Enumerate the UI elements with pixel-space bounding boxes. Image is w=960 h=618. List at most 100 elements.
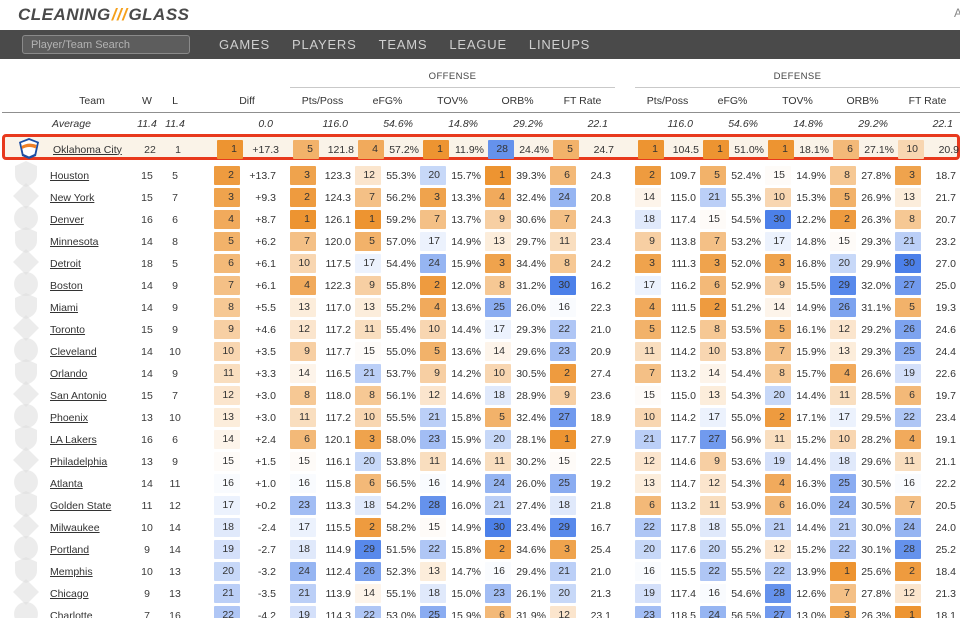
stat-value-cell: 55.3% — [731, 191, 761, 204]
team-link[interactable]: Denver — [50, 213, 84, 226]
team-link[interactable]: Toronto — [50, 323, 86, 336]
stat-rank-cell: 12 — [700, 474, 726, 493]
average-stat-7: 14.8% — [793, 118, 823, 130]
stat-value-cell: 20.9 — [590, 345, 611, 358]
stat-value-cell: 27.4% — [516, 499, 546, 512]
stat-value-cell: 14.9% — [796, 169, 826, 182]
stat-rank-cell: 22 — [635, 518, 661, 537]
account-link[interactable]: A — [953, 6, 960, 20]
team-link[interactable]: Golden State — [50, 499, 112, 512]
team-link[interactable]: Cleveland — [50, 345, 97, 358]
stat-value-cell: 29.4% — [516, 565, 546, 578]
stat-value-cell: 115.0 — [670, 389, 697, 402]
diff-value: -3.5 — [257, 587, 276, 600]
stat-rank-cell: 18 — [290, 540, 316, 559]
brand-logo[interactable]: CLEANING///GLASS — [18, 5, 190, 25]
stat-value-cell: 29.7% — [516, 235, 546, 248]
col-header-stat-7[interactable]: TOV% — [782, 94, 813, 107]
stat-value-cell: 120.1 — [324, 433, 351, 446]
diff-value: +1.5 — [255, 455, 276, 468]
diff-value: +6.2 — [255, 235, 276, 248]
stat-value-cell: 13.7% — [451, 213, 481, 226]
col-header-stat-1[interactable]: eFG% — [372, 94, 403, 107]
stat-rank-cell: 2 — [895, 562, 921, 581]
col-header-stat-8[interactable]: ORB% — [846, 94, 879, 107]
team-link[interactable]: Orlando — [50, 367, 88, 380]
team-link[interactable]: Chicago — [50, 587, 89, 600]
team-logo-icon — [11, 555, 41, 588]
team-name-cell: Toronto — [50, 324, 134, 336]
team-name-cell: Minnesota — [50, 236, 134, 248]
col-header-team[interactable]: Team — [79, 94, 105, 107]
team-logo-cell — [2, 555, 50, 588]
team-name-cell: Milwaukee — [50, 522, 134, 534]
stat-value-cell: 30.5% — [861, 499, 891, 512]
nav-item-lineups[interactable]: LINEUPS — [528, 37, 591, 52]
col-header-stat-3[interactable]: ORB% — [501, 94, 534, 107]
stat-value-cell: 117.4 — [670, 213, 697, 226]
nav-item-games[interactable]: GAMES — [219, 37, 270, 52]
team-link[interactable]: Philadelphia — [50, 455, 108, 468]
col-header-l[interactable]: L — [172, 94, 178, 107]
stat-rank-cell: 2 — [765, 408, 791, 427]
diff-value: -2.4 — [257, 521, 276, 534]
team-link[interactable]: LA Lakers — [50, 433, 97, 446]
team-logo-icon — [11, 599, 41, 618]
team-link[interactable]: Detroit — [50, 257, 81, 270]
stat-rank-cell: 10 — [420, 320, 446, 339]
team-logo-icon — [11, 357, 41, 390]
col-header-stat-4[interactable]: FT Rate — [563, 94, 602, 107]
stat-value-cell: 116.5 — [325, 367, 352, 380]
stat-value-cell: 14.9% — [796, 301, 826, 314]
stat-value-cell: 111.5 — [671, 301, 696, 314]
stat-rank-cell: 7 — [550, 210, 576, 229]
col-header-diff[interactable]: Diff — [239, 94, 255, 107]
stat-value-cell: 29.3% — [516, 323, 546, 336]
team-link[interactable]: Phoenix — [50, 411, 88, 424]
stat-value-cell: 24.2 — [590, 257, 611, 270]
team-wins: 9 — [144, 543, 150, 556]
stat-rank-cell: 20 — [420, 166, 446, 185]
team-link[interactable]: Miami — [50, 301, 78, 314]
stat-value-cell: 21.0 — [590, 565, 611, 578]
team-link[interactable]: San Antonio — [50, 389, 107, 402]
team-link[interactable]: New York — [50, 191, 95, 204]
col-header-stat-6[interactable]: eFG% — [717, 94, 748, 107]
stat-rank-cell: 11 — [765, 430, 791, 449]
team-logo-cell — [2, 269, 50, 302]
team-link[interactable]: Charlotte — [50, 609, 93, 618]
team-logo-cell — [2, 203, 50, 236]
diff-rank-cell: 8 — [214, 298, 240, 317]
stat-value-cell: 114.2 — [670, 345, 697, 358]
stat-value-cell: 117.2 — [325, 411, 352, 424]
average-row: Average 11.4 11.4 0.0 116.0 54.6% 14.8% 29.… — [2, 113, 960, 135]
stat-value-cell: 116.1 — [325, 455, 352, 468]
col-header-stat-2[interactable]: TOV% — [437, 94, 468, 107]
team-link[interactable]: Milwaukee — [50, 521, 100, 534]
team-wins: 15 — [141, 191, 153, 204]
col-header-stat-0[interactable]: Pts/Poss — [301, 94, 344, 107]
search-input[interactable] — [22, 35, 190, 54]
team-logo-cell — [5, 137, 53, 162]
team-link[interactable]: Memphis — [50, 565, 93, 578]
col-header-stat-9[interactable]: FT Rate — [908, 94, 947, 107]
team-link[interactable]: Oklahoma City — [53, 143, 122, 156]
nav-item-league[interactable]: LEAGUE — [449, 37, 507, 52]
stat-rank-cell: 9 — [635, 232, 661, 251]
stat-value-cell: 52.4% — [731, 169, 761, 182]
team-link[interactable]: Atlanta — [50, 477, 83, 490]
nav-item-teams[interactable]: TEAMS — [378, 37, 428, 52]
team-link[interactable]: Portland — [50, 543, 90, 556]
team-name-cell: Houston — [50, 170, 134, 182]
team-link[interactable]: Houston — [50, 169, 90, 182]
stat-rank-cell: 26 — [355, 562, 381, 581]
nav-item-players[interactable]: PLAYERS — [291, 37, 357, 52]
team-losses: 5 — [172, 169, 178, 182]
team-link[interactable]: Minnesota — [50, 235, 99, 248]
team-link[interactable]: Boston — [50, 279, 83, 292]
col-header-stat-5[interactable]: Pts/Poss — [646, 94, 689, 107]
stat-rank-cell: 5 — [553, 140, 579, 159]
stat-value-cell: 21.3 — [935, 587, 956, 600]
stat-value-cell: 32.4% — [516, 411, 546, 424]
col-header-w[interactable]: W — [142, 94, 152, 107]
